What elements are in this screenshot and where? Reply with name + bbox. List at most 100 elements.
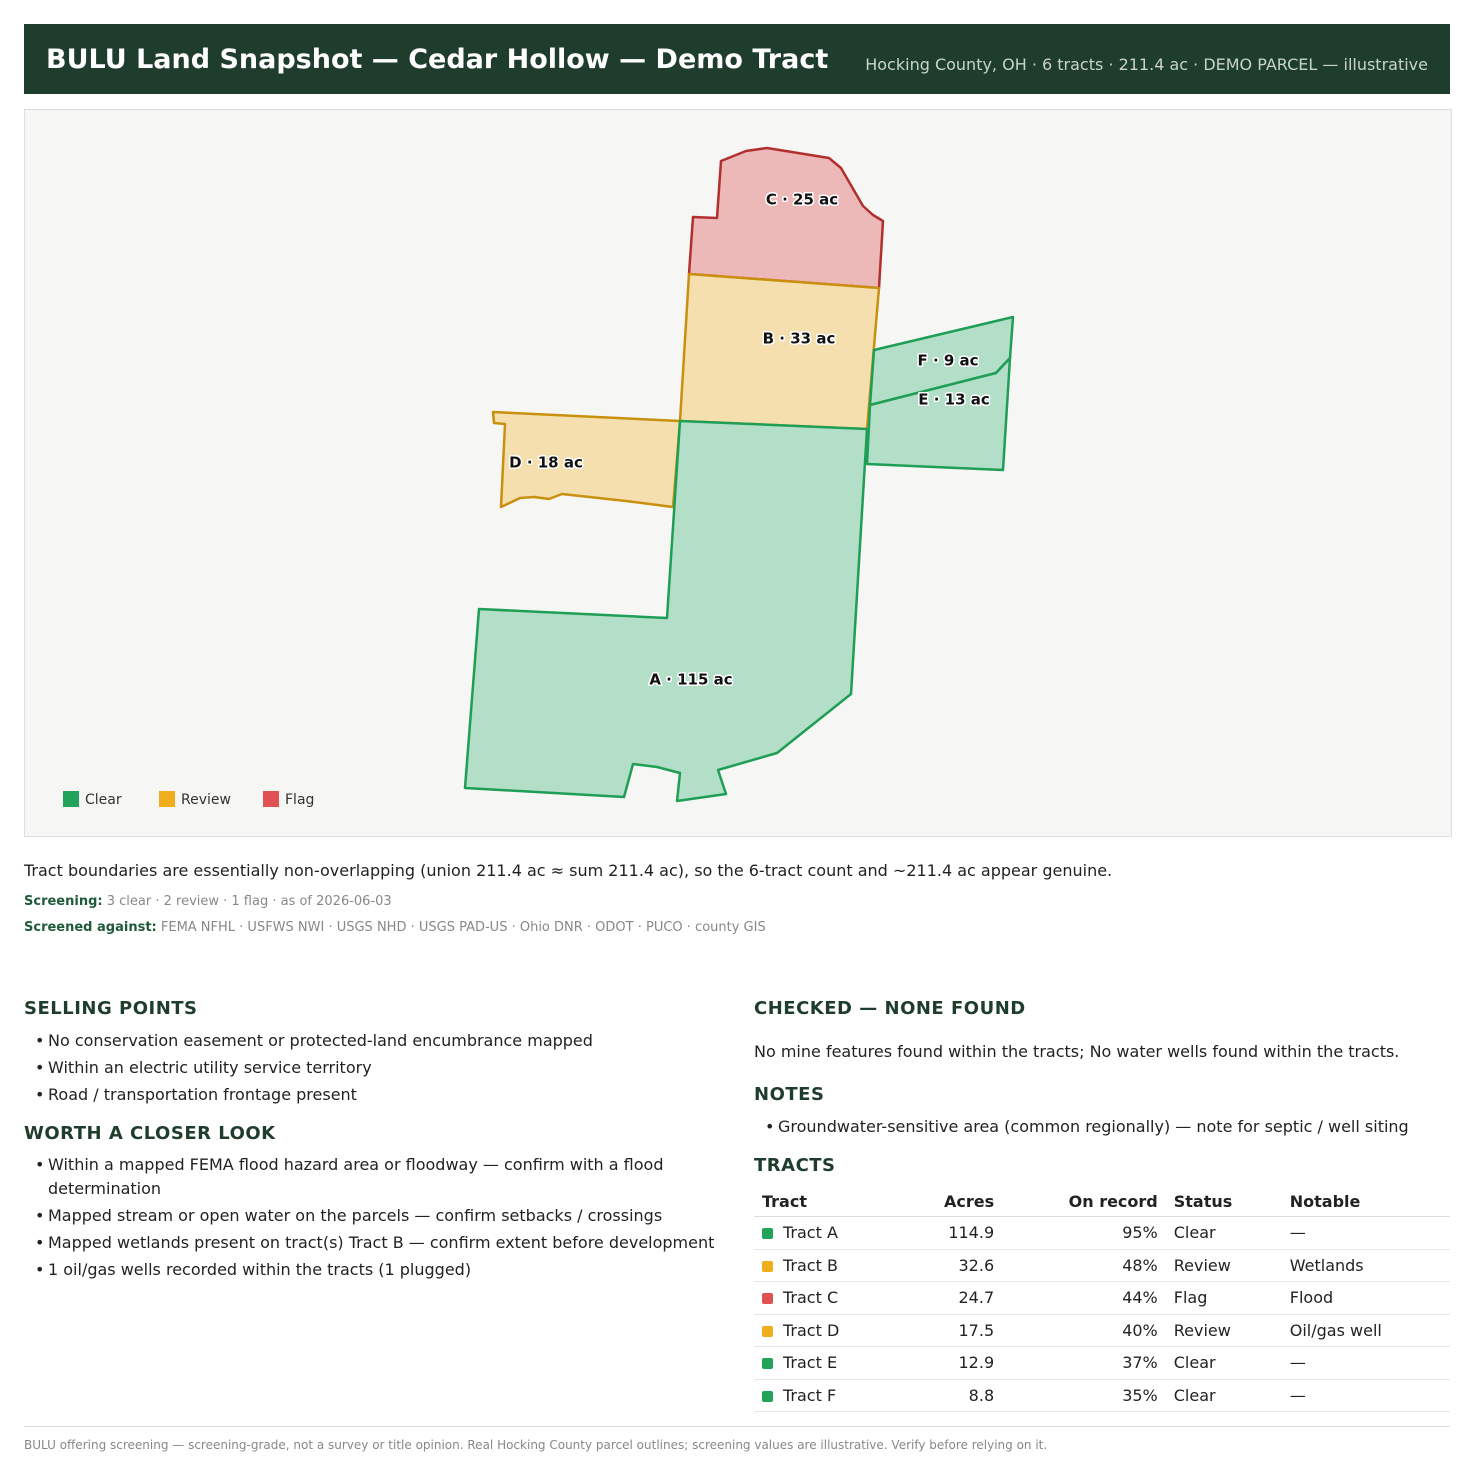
cell-text: Flag bbox=[1173, 1288, 1208, 1308]
table-cell: 24.7 bbox=[899, 1281, 1003, 1315]
heading: TRACTS bbox=[754, 1155, 836, 1176]
cell-text: — bbox=[1289, 1353, 1306, 1373]
list: Within a mapped FEMA flood hazard area o… bbox=[24, 1153, 724, 1285]
table-cell: Tract F bbox=[754, 1379, 900, 1412]
cell-text: Tract A bbox=[783, 1223, 838, 1243]
screening: Screening: 3 clear · 2 review · 1 flag ·… bbox=[24, 894, 392, 909]
table-cell: Clear bbox=[1165, 1216, 1282, 1250]
tract-label: C · 25 ac bbox=[766, 191, 838, 209]
cell-text: 40% bbox=[1122, 1320, 1158, 1340]
legend-label: Flag bbox=[285, 792, 314, 808]
cell-text: 48% bbox=[1122, 1255, 1158, 1275]
table-cell: Flag bbox=[1165, 1281, 1282, 1315]
status-swatch bbox=[762, 1358, 773, 1370]
heading: NOTES bbox=[754, 1084, 825, 1105]
cell-text: Tract F bbox=[783, 1385, 837, 1405]
cell-text: Review bbox=[1173, 1320, 1231, 1340]
column-header: Status bbox=[1165, 1186, 1282, 1217]
column-header: Notable bbox=[1281, 1186, 1450, 1217]
table-cell: 32.6 bbox=[899, 1249, 1003, 1282]
tract-label: D · 18 ac bbox=[509, 454, 583, 472]
cell-text: 35% bbox=[1122, 1385, 1158, 1405]
table-row: Tract D 17.5 40% Review Oil/gas well bbox=[754, 1314, 1450, 1347]
list-item: 1 oil/gas wells recorded within the trac… bbox=[24, 1258, 724, 1282]
status-swatch bbox=[762, 1228, 773, 1240]
table-cell: Review bbox=[1165, 1314, 1282, 1347]
cell-text: Tract E bbox=[783, 1353, 838, 1373]
legend-swatch bbox=[263, 791, 279, 807]
label: Screened against: bbox=[24, 920, 157, 935]
label: Screening: bbox=[24, 894, 103, 909]
list-item: Groundwater-sensitive area (common regio… bbox=[754, 1115, 1454, 1139]
cell-text: — bbox=[1289, 1223, 1306, 1243]
tract-e bbox=[865, 356, 1012, 472]
list-item: Mapped wetlands present on tract(s) Trac… bbox=[24, 1231, 724, 1255]
table-cell: Tract D bbox=[754, 1314, 900, 1347]
checked-text: No mine features found within the tracts… bbox=[754, 1042, 1400, 1061]
heading: CHECKED — NONE FOUND bbox=[754, 998, 1026, 1019]
status-swatch bbox=[762, 1390, 773, 1402]
list: No conservation easement or protected-la… bbox=[24, 1029, 724, 1110]
table-cell: Clear bbox=[1165, 1379, 1282, 1412]
text: 3 clear · 2 review · 1 flag · as of 2026… bbox=[106, 894, 392, 909]
cell-text: Clear bbox=[1173, 1353, 1216, 1373]
table-cell: Tract E bbox=[754, 1346, 900, 1380]
table-cell: 44% bbox=[1002, 1281, 1166, 1315]
table-cell: 48% bbox=[1002, 1249, 1166, 1282]
cell-text: Tract C bbox=[783, 1288, 839, 1308]
table-row: Tract A 114.9 95% Clear — bbox=[754, 1216, 1450, 1250]
table-row: Tract F 8.8 35% Clear — bbox=[754, 1379, 1450, 1412]
table-row: Tract E 12.9 37% Clear — bbox=[754, 1346, 1450, 1380]
table-cell: 12.9 bbox=[899, 1346, 1003, 1380]
table-cell: 8.8 bbox=[899, 1379, 1003, 1412]
cell-text: 12.9 bbox=[958, 1353, 995, 1373]
list-item: Road / transportation frontage present bbox=[24, 1083, 724, 1107]
cell-text: 95% bbox=[1122, 1223, 1158, 1243]
legend-swatch bbox=[159, 791, 175, 807]
tract-c bbox=[687, 146, 885, 290]
cell-text: 17.5 bbox=[958, 1320, 995, 1340]
table-cell: 35% bbox=[1002, 1379, 1166, 1412]
list: Groundwater-sensitive area (common regio… bbox=[754, 1115, 1454, 1142]
legend-label: Review bbox=[181, 792, 231, 808]
heading: WORTH A CLOSER LOOK bbox=[24, 1123, 276, 1144]
cell-text: Flood bbox=[1289, 1288, 1334, 1308]
legend-swatch bbox=[63, 791, 79, 807]
heading: SELLING POINTS bbox=[24, 998, 198, 1019]
cell-text: 114.9 bbox=[948, 1223, 995, 1243]
list-item: Within an electric utility service terri… bbox=[24, 1056, 724, 1080]
column-header: Acres bbox=[899, 1186, 1003, 1217]
cell-text: 44% bbox=[1122, 1288, 1158, 1308]
table-cell: 114.9 bbox=[899, 1216, 1003, 1250]
table-cell: 40% bbox=[1002, 1314, 1166, 1347]
map: C · 25 ac B · 33 ac F · 9 ac E · 13 ac D… bbox=[24, 109, 1452, 837]
table-cell: — bbox=[1281, 1346, 1450, 1380]
tracts-table: Tract Acres On record Status Notable Tract A 1… bbox=[754, 1186, 1450, 1412]
table-cell: Flood bbox=[1281, 1281, 1450, 1315]
tract-d bbox=[491, 410, 682, 509]
tract-b bbox=[678, 272, 881, 431]
text: FEMA NFHL · USFWS NWI · USGS NHD · USGS … bbox=[160, 920, 766, 935]
subtitle: Hocking County, OH · 6 tracts · 211.4 ac… bbox=[865, 55, 1428, 74]
list-item: Within a mapped FEMA flood hazard area o… bbox=[24, 1153, 724, 1201]
tract-label: B · 33 ac bbox=[763, 330, 836, 348]
cell-text: Review bbox=[1173, 1255, 1231, 1275]
cell-text: 8.8 bbox=[968, 1385, 995, 1405]
list-item: No conservation easement or protected-la… bbox=[24, 1029, 724, 1053]
column-header: Tract bbox=[754, 1186, 900, 1217]
table-cell: 95% bbox=[1002, 1216, 1166, 1250]
table-cell: Tract C bbox=[754, 1281, 900, 1315]
list-item: Mapped stream or open water on the parce… bbox=[24, 1204, 724, 1228]
footer: BULU offering screening — screening-grad… bbox=[24, 1438, 1048, 1452]
table-cell: — bbox=[1281, 1216, 1450, 1250]
cell-text: Wetlands bbox=[1289, 1255, 1364, 1275]
tract-label: A · 115 ac bbox=[649, 671, 732, 689]
cell-text: Oil/gas well bbox=[1289, 1320, 1382, 1340]
title: BULU Land Snapshot — Cedar Hollow — Demo… bbox=[46, 44, 829, 75]
table-cell: Oil/gas well bbox=[1281, 1314, 1450, 1347]
tract-a bbox=[463, 419, 869, 803]
divider bbox=[24, 1426, 1450, 1427]
table-cell: 37% bbox=[1002, 1346, 1166, 1380]
cell-text: 32.6 bbox=[958, 1255, 995, 1275]
